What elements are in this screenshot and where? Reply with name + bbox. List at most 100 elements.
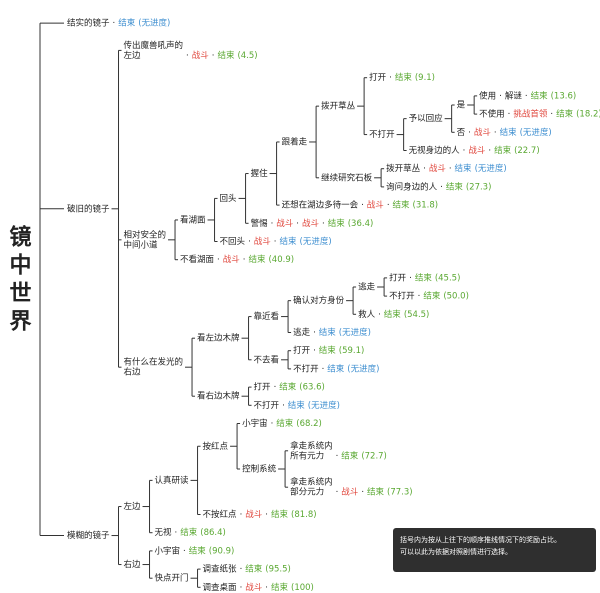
result-part: 结束 — [279, 236, 297, 247]
result-part: 战斗 — [276, 218, 294, 229]
separator: · — [440, 182, 443, 192]
separator: · — [449, 164, 452, 174]
node-label: 结实的镜子 — [67, 18, 110, 29]
note-box — [393, 528, 596, 572]
result-part: 结束 — [319, 345, 337, 356]
separator: · — [183, 546, 186, 556]
separator: · — [313, 346, 316, 356]
result-part: (72.7) — [361, 451, 387, 461]
node-label: 否 — [457, 128, 466, 138]
node-label: 传出魔兽吼声的 — [124, 40, 184, 51]
node-label: 右边 — [124, 559, 142, 570]
node-label: 不回头 — [220, 236, 246, 247]
result-part: 结束 — [276, 418, 294, 429]
node-label: 左边 — [124, 501, 142, 512]
result-part: 结束 — [288, 400, 306, 411]
node-label: 打开 — [254, 382, 272, 393]
separator: · — [271, 219, 274, 229]
result-part: (90.9) — [209, 546, 235, 556]
result-part: (68.2) — [296, 419, 322, 429]
separator: · — [274, 383, 277, 393]
result-part: 结束 — [455, 163, 473, 174]
result-part: (无进度) — [308, 400, 340, 411]
separator: · — [423, 164, 426, 174]
result-part: (9.1) — [415, 73, 435, 83]
node-label: 看左边木牌 — [197, 333, 240, 344]
result-part: 结束 — [341, 450, 359, 461]
separator: · — [175, 528, 178, 538]
separator: · — [508, 110, 511, 120]
node-label: 拿走系统内 — [290, 440, 333, 451]
result-part: 挑战首领 — [513, 109, 548, 120]
result-part: 结束 — [531, 90, 549, 101]
node-label: 拨开草丛 — [321, 101, 356, 112]
note-line: 括号内为按从上往下的顺序推线情况下的奖励占比。 — [400, 535, 561, 544]
separator: · — [113, 19, 116, 29]
result-part: (77.3) — [387, 488, 413, 498]
result-part: 结束 — [415, 272, 433, 283]
result-part: 结束 — [556, 109, 574, 120]
separator: · — [488, 146, 491, 156]
result-part: 战斗 — [254, 236, 272, 247]
node-label: 小宇宙 — [155, 545, 181, 556]
result-part: 战斗 — [245, 509, 263, 520]
node-label: 救人 — [358, 309, 376, 320]
separator: · — [378, 310, 381, 320]
result-part: 结束 — [217, 50, 235, 61]
result-part: 结束 — [189, 545, 207, 556]
separator: · — [248, 237, 251, 247]
node-label: 相对安全的 — [124, 229, 167, 240]
separator: · — [313, 328, 316, 338]
result-part: 结束 — [393, 200, 411, 211]
node-label: 不打开 — [369, 129, 395, 140]
result-part: 结束 — [248, 254, 266, 265]
node-label: 回头 — [220, 193, 238, 204]
result-part: 解谜 — [505, 90, 523, 101]
result-part: 战斗 — [341, 487, 359, 498]
node-label: 警惕 — [251, 218, 268, 229]
node-label: 逃走 — [293, 327, 311, 338]
node-label: 予以回应 — [409, 113, 444, 124]
node-label: 不打开 — [254, 400, 280, 411]
result-part: 结束 — [118, 18, 136, 29]
result-part: 战斗 — [429, 163, 447, 174]
node-label: 拿走系统内 — [290, 477, 333, 488]
result-part: (31.8) — [413, 201, 439, 211]
separator: · — [296, 219, 299, 229]
result-part: (27.3) — [466, 182, 492, 192]
separator: · — [361, 201, 364, 211]
separator: · — [243, 255, 246, 265]
node-label: 看右边木牌 — [197, 391, 240, 402]
result-part: 结束 — [328, 218, 346, 229]
node-label: 有什么在发光的 — [124, 357, 184, 368]
node-label: 握住 — [251, 168, 269, 179]
separator: · — [240, 510, 243, 520]
note-line: 可以以此为依据对照剧情进行选择。 — [400, 547, 512, 556]
node-label: 不去看 — [254, 354, 280, 365]
result-part: 结束 — [423, 291, 441, 302]
result-part: (无进度) — [347, 363, 379, 374]
result-part: 战斗 — [245, 582, 263, 593]
separator: · — [212, 51, 215, 61]
node-label: 继续研究石板 — [321, 172, 373, 183]
result-part: (18.2) — [576, 110, 600, 120]
separator: · — [336, 488, 339, 498]
node-label: 打开 — [389, 272, 407, 283]
separator: · — [463, 146, 466, 156]
separator: · — [409, 273, 412, 283]
result-part: 结束 — [367, 487, 385, 498]
node-label: 无视 — [155, 527, 173, 538]
node-label: 看湖面 — [180, 214, 206, 225]
result-part: (4.5) — [237, 51, 257, 61]
separator: · — [468, 128, 471, 138]
node-label: 不打开 — [389, 291, 415, 302]
result-part: (无进度) — [339, 327, 371, 338]
result-part: (50.0) — [443, 292, 469, 302]
result-part: (81.8) — [291, 510, 317, 520]
node-label: 还想在湖边多待一会 — [282, 200, 359, 211]
result-part: (59.1) — [339, 346, 365, 356]
result-part: 结束 — [245, 564, 263, 575]
separator: · — [387, 201, 390, 211]
node-label: 确认对方身份 — [293, 295, 345, 306]
